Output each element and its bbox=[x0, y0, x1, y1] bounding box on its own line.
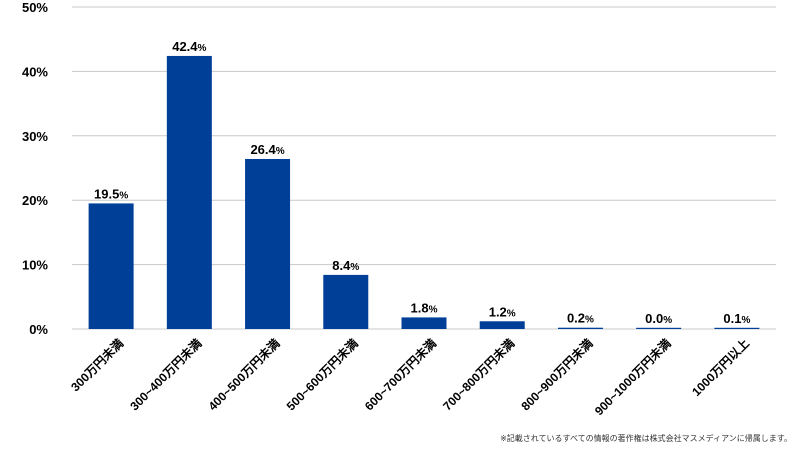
data-label: 26.4% bbox=[250, 142, 284, 157]
y-tick-label: 30% bbox=[22, 129, 48, 144]
data-label-unit: % bbox=[119, 190, 128, 201]
data-label: 0.0% bbox=[645, 311, 672, 326]
y-tick-label: 40% bbox=[22, 64, 48, 79]
data-label-value: 26.4 bbox=[250, 142, 276, 157]
data-label: 0.2% bbox=[567, 311, 594, 326]
data-label-unit: % bbox=[276, 146, 285, 157]
data-label: 1.2% bbox=[489, 304, 516, 319]
data-label: 0.1% bbox=[723, 311, 750, 326]
x-tick-label: 1000万円以上 bbox=[689, 336, 752, 399]
x-tick-label: 300万円未満 bbox=[68, 336, 127, 395]
bar bbox=[557, 327, 603, 329]
copyright-footnote: ※記載されているすべての情報の著作権は株式会社マスメディアンに帰属します。 bbox=[500, 434, 792, 443]
data-label-value: 8.4 bbox=[332, 258, 351, 273]
bar bbox=[636, 327, 682, 329]
data-label-value: 19.5 bbox=[94, 186, 119, 201]
bar bbox=[323, 274, 369, 329]
bar bbox=[245, 158, 291, 329]
data-label-value: 0.0 bbox=[645, 311, 663, 326]
bar bbox=[88, 203, 134, 329]
data-label-value: 42.4 bbox=[172, 39, 198, 54]
data-label-unit: % bbox=[429, 304, 438, 315]
data-label-unit: % bbox=[585, 315, 594, 326]
bar bbox=[714, 327, 760, 329]
y-tick-label: 50% bbox=[22, 0, 48, 15]
bar bbox=[401, 317, 447, 329]
x-tick-label: 900~1000万円未満 bbox=[591, 336, 674, 419]
y-tick-label: 10% bbox=[22, 258, 48, 273]
data-label-value: 0.2 bbox=[567, 311, 585, 326]
data-label: 19.5% bbox=[94, 186, 128, 201]
bar bbox=[479, 321, 525, 329]
bar bbox=[166, 55, 212, 329]
x-tick-label: 300~400万円未満 bbox=[127, 336, 205, 414]
y-tick-label: 0% bbox=[29, 322, 48, 337]
x-tick-label: 700~800万円未満 bbox=[440, 336, 518, 414]
x-tick-label: 600~700万円未満 bbox=[361, 336, 439, 414]
data-label: 42.4% bbox=[172, 39, 206, 54]
x-tick-label: 800~900万円未満 bbox=[518, 336, 596, 414]
data-label-unit: % bbox=[741, 315, 750, 326]
data-label-unit: % bbox=[350, 262, 359, 273]
data-label-unit: % bbox=[198, 43, 207, 54]
y-tick-label: 20% bbox=[22, 193, 48, 208]
data-label-unit: % bbox=[507, 308, 516, 319]
data-label: 1.8% bbox=[411, 300, 438, 315]
data-label: 8.4% bbox=[332, 258, 359, 273]
data-label-value: 1.8 bbox=[411, 300, 429, 315]
data-label-unit: % bbox=[663, 315, 672, 326]
data-label-value: 1.2 bbox=[489, 304, 507, 319]
x-tick-label: 400~500万円未満 bbox=[205, 336, 283, 414]
data-label-value: 0.1 bbox=[723, 311, 741, 326]
x-tick-label: 500~600万円未満 bbox=[283, 336, 361, 414]
